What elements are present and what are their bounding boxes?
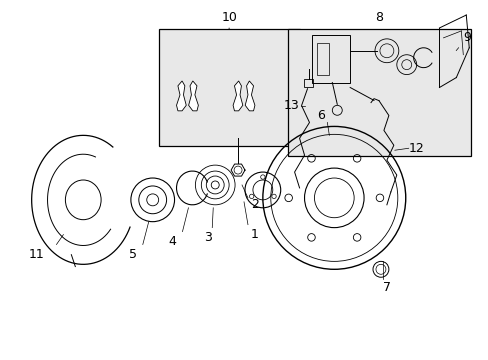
PathPatch shape bbox=[188, 81, 198, 111]
Text: 3: 3 bbox=[204, 231, 212, 244]
Text: 8: 8 bbox=[375, 11, 383, 24]
Text: 5: 5 bbox=[129, 248, 137, 261]
Text: 7: 7 bbox=[382, 281, 390, 294]
Text: 1: 1 bbox=[250, 228, 258, 241]
Text: 13: 13 bbox=[283, 99, 299, 112]
Text: 2: 2 bbox=[250, 198, 258, 211]
PathPatch shape bbox=[244, 81, 254, 111]
Bar bbox=[317, 43, 328, 75]
Bar bbox=[287, 29, 470, 156]
Text: 9: 9 bbox=[455, 31, 470, 51]
Bar bbox=[158, 29, 299, 146]
Text: 4: 4 bbox=[168, 235, 176, 248]
Text: 11: 11 bbox=[29, 248, 44, 261]
Bar bbox=[303, 79, 313, 87]
Text: 10: 10 bbox=[221, 11, 237, 24]
Bar bbox=[312, 35, 349, 82]
PathPatch shape bbox=[176, 81, 186, 111]
Text: 6: 6 bbox=[317, 109, 325, 122]
Text: 12: 12 bbox=[408, 142, 424, 155]
PathPatch shape bbox=[233, 81, 243, 111]
